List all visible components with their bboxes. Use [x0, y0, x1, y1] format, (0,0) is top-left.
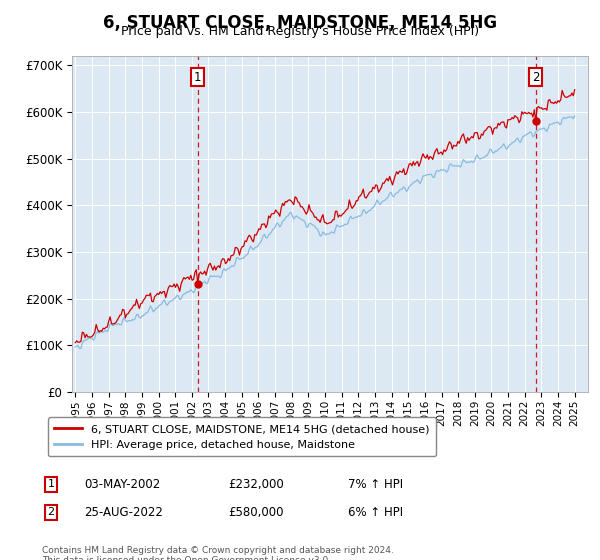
Text: 6% ↑ HPI: 6% ↑ HPI	[348, 506, 403, 519]
Legend: 6, STUART CLOSE, MAIDSTONE, ME14 5HG (detached house), HPI: Average price, detac: 6, STUART CLOSE, MAIDSTONE, ME14 5HG (de…	[47, 417, 436, 456]
Text: 1: 1	[194, 71, 202, 83]
Text: £580,000: £580,000	[228, 506, 284, 519]
Text: 25-AUG-2022: 25-AUG-2022	[84, 506, 163, 519]
Text: 03-MAY-2002: 03-MAY-2002	[84, 478, 160, 491]
Text: £232,000: £232,000	[228, 478, 284, 491]
Text: 1: 1	[47, 479, 55, 489]
Text: 6, STUART CLOSE, MAIDSTONE, ME14 5HG: 6, STUART CLOSE, MAIDSTONE, ME14 5HG	[103, 14, 497, 32]
Text: 7% ↑ HPI: 7% ↑ HPI	[348, 478, 403, 491]
Text: 2: 2	[532, 71, 539, 83]
Text: Price paid vs. HM Land Registry's House Price Index (HPI): Price paid vs. HM Land Registry's House …	[121, 25, 479, 38]
Text: Contains HM Land Registry data © Crown copyright and database right 2024.
This d: Contains HM Land Registry data © Crown c…	[42, 546, 394, 560]
Text: 2: 2	[47, 507, 55, 517]
